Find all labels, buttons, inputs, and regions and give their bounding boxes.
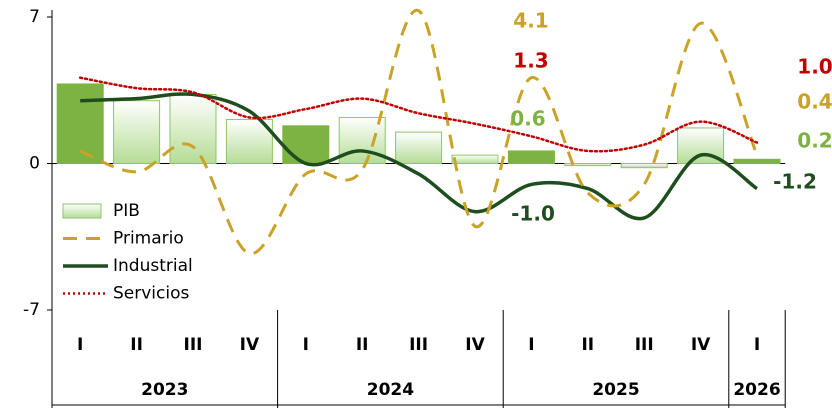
bar	[620, 163, 668, 169]
data-label: 0.6	[510, 107, 545, 131]
bar	[56, 83, 104, 164]
bar	[451, 154, 499, 164]
year-label: 2023	[141, 380, 188, 400]
x-tick-label: II	[130, 335, 143, 355]
y-tick-label: 7	[29, 7, 40, 27]
data-label: 0.2	[797, 129, 832, 153]
legend-label: PIB	[113, 201, 140, 221]
line-solid	[80, 92, 759, 221]
line-dotted	[78, 76, 759, 153]
x-tick-label: III	[635, 335, 654, 355]
data-label: 4.1	[513, 9, 548, 33]
data-label: -1.2	[773, 170, 817, 194]
year-label: 2026	[733, 380, 780, 400]
x-tick-label: I	[77, 335, 83, 355]
x-tick-label: I	[528, 335, 534, 355]
data-label: 1.0	[797, 55, 832, 79]
x-tick-label: I	[754, 335, 760, 355]
line-dashed	[79, 9, 759, 255]
bar	[169, 93, 217, 164]
x-tick-label: III	[184, 335, 203, 355]
data-label: 0.4	[797, 90, 832, 114]
data-label: -1.0	[511, 202, 555, 226]
x-tick-label: II	[581, 335, 594, 355]
legend-swatch	[62, 203, 102, 219]
year-label: 2024	[367, 380, 414, 400]
data-label: 1.3	[513, 49, 548, 73]
bar	[733, 158, 781, 164]
x-tick-label: IV	[465, 335, 485, 355]
x-tick-label: III	[409, 335, 428, 355]
x-tick-label: II	[356, 335, 369, 355]
legend-label: Primario	[113, 229, 184, 249]
bar	[507, 150, 555, 164]
legend-label: Servicios	[113, 284, 189, 304]
x-tick-label: IV	[691, 335, 711, 355]
y-tick-label: 0	[29, 154, 40, 174]
y-tick-label: -7	[23, 300, 40, 320]
legend-label: Industrial	[113, 256, 193, 276]
bar	[564, 163, 612, 167]
x-tick-label: IV	[240, 335, 260, 355]
x-tick-label: I	[303, 335, 309, 355]
bar	[395, 131, 443, 165]
bar	[282, 125, 330, 165]
year-label: 2025	[592, 380, 639, 400]
bar	[113, 100, 161, 164]
bar	[338, 116, 386, 165]
